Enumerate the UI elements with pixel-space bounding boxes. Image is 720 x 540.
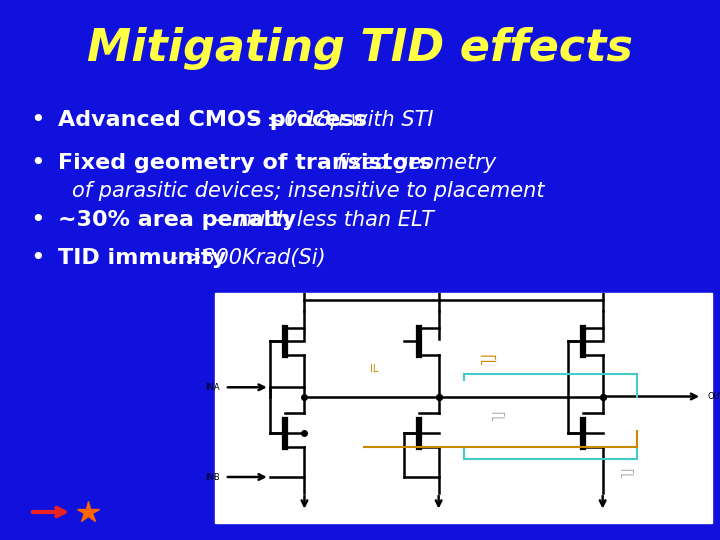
Text: - >300Krad(Si): - >300Krad(Si) (163, 248, 325, 268)
Text: IL: IL (370, 364, 378, 374)
Text: Fixed geometry of transistors: Fixed geometry of transistors (58, 153, 432, 173)
Text: – ≤0.18μ with STI: – ≤0.18μ with STI (243, 110, 433, 130)
Text: ~30% area penalty: ~30% area penalty (58, 210, 296, 230)
FancyBboxPatch shape (215, 293, 712, 523)
Text: OUT: OUT (707, 392, 720, 401)
Text: •: • (31, 246, 45, 270)
Text: ⎤⎦: ⎤⎦ (492, 409, 505, 421)
Text: of parasitic devices; insensitive to placement: of parasitic devices; insensitive to pla… (72, 181, 544, 201)
Text: 7: 7 (680, 494, 700, 522)
Text: ⎤⎦: ⎤⎦ (621, 467, 634, 478)
Text: ⎤⎦: ⎤⎦ (481, 351, 496, 363)
Text: – much less than ELT: – much less than ELT (207, 210, 433, 230)
Text: •: • (31, 108, 45, 132)
Text: •: • (31, 208, 45, 232)
Text: – fixed geometry: – fixed geometry (313, 153, 497, 173)
Text: INA: INA (205, 383, 220, 392)
Text: TID immunity: TID immunity (58, 248, 226, 268)
Text: Mitigating TID effects: Mitigating TID effects (87, 26, 633, 70)
Text: Advanced CMOS process: Advanced CMOS process (58, 110, 367, 130)
Text: INB: INB (205, 472, 220, 482)
Text: •: • (31, 151, 45, 175)
